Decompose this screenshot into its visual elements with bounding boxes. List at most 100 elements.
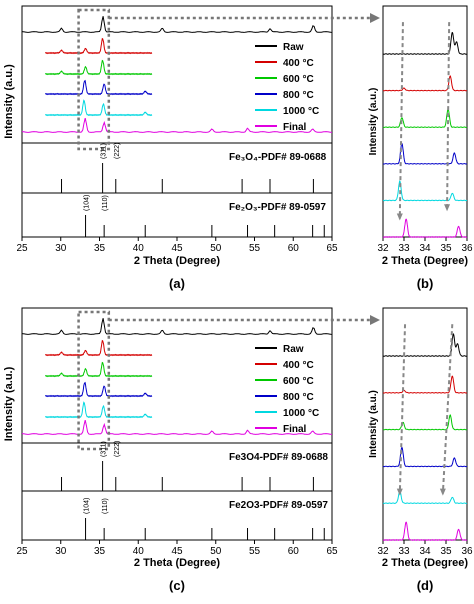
zoom-series-line-0 [382,32,468,55]
ref2-hkl-label: (110) [102,195,109,211]
zoom-panel-letter: (d) [417,578,434,593]
zoom-y-axis-label: Intensity (a.u.) [368,88,379,156]
series-line-0 [21,16,333,33]
zoom-x-tick-label: 35 [440,546,452,557]
series-line-1 [44,339,153,357]
ref1-label: Fe₃O₄-PDF# 89-0688 [229,152,327,163]
panel-letter: (c) [169,578,185,593]
legend-label-2: 600 °C [283,376,314,387]
x-tick-label: 50 [210,243,222,254]
zoom-x-tick-label: 33 [398,546,410,557]
zoom-series-line-4 [382,490,468,504]
x-tick-label: 55 [249,546,261,557]
x-tick-label: 40 [133,546,145,557]
x-tick-label: 25 [16,243,28,254]
zoom-y-axis-label: Intensity (a.u.) [368,390,379,458]
shift-guide-line-1 [446,22,451,210]
legend-label-1: 400 °C [283,58,314,69]
ref1-hkl-label: (222) [114,143,121,159]
zoom-series-line-5 [382,218,468,238]
x-tick-label: 65 [326,546,338,557]
shift-guide-arrow-0 [396,488,403,496]
series-line-2 [44,361,153,378]
x-tick-label: 30 [55,243,67,254]
zoom-x-axis-label: 2 Theta (Degree) [382,255,469,267]
x-tick-label: 60 [288,546,300,557]
zoom-series-line-3 [382,447,468,468]
zoom-panel-letter: (b) [417,276,434,291]
zoom-x-axis-label: 2 Theta (Degree) [382,557,469,569]
legend-label-3: 800 °C [283,392,314,403]
x-tick-label: 50 [210,546,222,557]
zoom-x-tick-label: 36 [461,546,473,557]
panel-letter: (a) [169,276,185,291]
series-line-3 [44,79,153,96]
zoom-arrow-head [370,13,380,23]
zoom-x-tick-label: 34 [419,546,431,557]
shift-guide-line-0 [398,324,407,494]
legend-label-4: 1000 °C [283,106,319,117]
zoom-series-line-5 [382,521,468,541]
zoom-series-line-4 [382,179,468,202]
zoom-series-line-1 [382,375,468,394]
x-axis-label: 2 Theta (Degree) [134,557,221,569]
ref1-hkl-label: (222) [114,441,121,457]
ref2-label: Fe2O3-PDF# 89-0597 [229,500,328,511]
x-tick-label: 55 [249,243,261,254]
shift-guide-arrow-0 [396,213,403,221]
x-tick-label: 45 [171,243,183,254]
series-line-3 [44,381,153,398]
x-tick-label: 40 [133,243,145,254]
shift-guide-arrow-1 [444,204,451,212]
series-line-1 [44,37,153,55]
zoom-series-line-0 [382,333,468,357]
y-axis-label: Intensity (a.u.) [3,366,15,441]
zoom-series-line-2 [382,108,468,128]
x-tick-label: 45 [171,546,183,557]
ref2-label: Fe₂O₃-PDF# 89-0597 [229,202,326,213]
x-tick-label: 30 [55,546,67,557]
zoom-x-tick-label: 34 [419,243,431,254]
x-tick-label: 25 [16,546,28,557]
zoom-frame-0 [382,5,468,238]
ref2-hkl-label: (104) [84,498,91,514]
shift-guide-line-0 [398,22,404,219]
x-axis-label: 2 Theta (Degree) [134,255,221,267]
legend-label-2: 600 °C [283,74,314,85]
series-line-4 [44,99,153,117]
x-tick-label: 35 [94,243,106,254]
series-line-0 [21,318,333,335]
series-line-4 [44,401,153,419]
zoom-x-tick-label: 35 [440,243,452,254]
zoom-arrow-head [370,315,380,325]
legend-label-5: Final [283,424,307,435]
legend-label-5: Final [283,122,307,133]
x-tick-label: 65 [326,243,338,254]
legend-label-0: Raw [283,42,304,53]
legend-label-4: 1000 °C [283,408,319,419]
zoom-series-line-3 [382,143,468,165]
zoom-x-tick-label: 36 [461,243,473,254]
ref2-hkl-label: (110) [102,498,109,514]
legend-label-3: 800 °C [283,90,314,101]
ref1-hkl-label: (311) [101,143,108,159]
ref2-hkl-label: (104) [84,195,91,211]
zoom-x-tick-label: 32 [377,546,389,557]
shift-guide-line-1 [441,324,454,494]
zoom-x-tick-label: 33 [398,243,410,254]
ref1-label: Fe3O4-PDF# 89-0688 [229,452,328,463]
series-line-5 [21,419,333,435]
legend-label-1: 400 °C [283,360,314,371]
x-tick-label: 35 [94,546,106,557]
series-line-2 [44,59,153,76]
series-line-5 [21,117,333,133]
zoom-x-tick-label: 32 [377,243,389,254]
ref1-hkl-label: (311) [101,441,108,457]
y-axis-label: Intensity (a.u.) [3,64,15,139]
zoom-highlight-box [77,310,111,451]
x-tick-label: 60 [288,243,300,254]
zoom-series-line-1 [382,75,468,92]
legend-label-0: Raw [283,344,304,355]
zoom-series-line-2 [382,414,468,431]
